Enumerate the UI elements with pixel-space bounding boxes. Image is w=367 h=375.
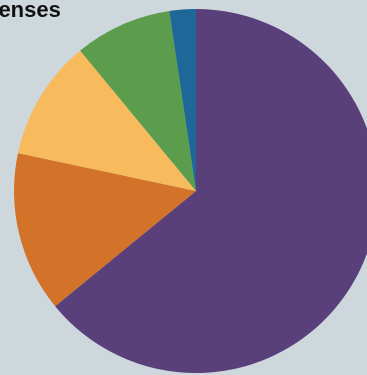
chart-title: penses: [0, 0, 61, 22]
pie-slices: [13, 8, 367, 373]
pie-slice-5: [169, 8, 196, 191]
pie-slice-3: [17, 50, 196, 191]
pie-slice-2: [13, 153, 197, 307]
pie-slice-1: [55, 9, 367, 373]
pie-slice-4: [80, 10, 196, 191]
